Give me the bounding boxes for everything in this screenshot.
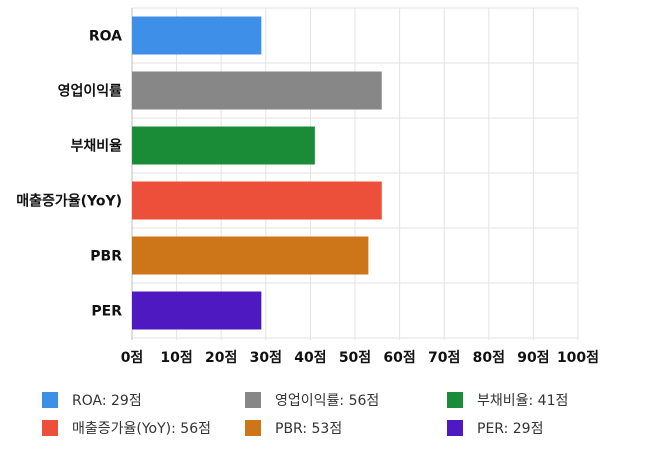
category-label: ROA — [89, 29, 122, 45]
category-label: PBR — [90, 249, 122, 265]
legend-item: PBR: 53점 — [245, 418, 342, 438]
x-tick-labels: 0점 10점 20점 30점 40점 50점 60점 70점 80점 90점 100점 — [121, 349, 599, 366]
bar — [132, 291, 262, 330]
legend-swatch — [42, 420, 58, 436]
category-label: 부채비율 — [70, 138, 122, 155]
x-tick-label: 10점 — [160, 349, 192, 366]
legend-label: 영업이익률: 56점 — [275, 393, 380, 409]
legend-label: 부채비율: 41점 — [477, 393, 569, 409]
bar — [132, 236, 369, 275]
legend-swatch — [447, 420, 463, 436]
legend-label: PBR: 53점 — [275, 421, 343, 437]
grid-lines — [131, 7, 579, 340]
legend-item: PER: 29점 — [447, 418, 543, 438]
legend-swatch — [447, 392, 463, 408]
category-label: 영업이익률 — [58, 83, 123, 100]
legend-item: 영업이익률: 56점 — [245, 390, 379, 410]
legend-swatch — [42, 392, 58, 408]
bar — [132, 181, 382, 220]
bar — [132, 126, 315, 165]
x-tick-label: 90점 — [517, 349, 549, 366]
x-tick-label: 70점 — [428, 349, 460, 366]
x-tick-label: 0점 — [121, 349, 144, 366]
x-tick-label: 20점 — [205, 349, 237, 366]
legend-label: 매출증가율(YoY): 56점 — [72, 421, 211, 437]
legend-item: ROA: 29점 — [42, 390, 142, 410]
x-tick-label: 50점 — [339, 349, 371, 366]
x-tick-label: 80점 — [473, 349, 505, 366]
bar — [132, 16, 262, 55]
x-tick-label: 30점 — [250, 349, 282, 366]
x-tick-label: 60점 — [383, 349, 415, 366]
legend-label: PER: 29점 — [477, 421, 544, 437]
legend-swatch — [245, 420, 261, 436]
bar — [132, 71, 382, 110]
legend-item: 매출증가율(YoY): 56점 — [42, 418, 211, 438]
x-tick-label: 100점 — [557, 349, 599, 366]
legend-item: 부채비율: 41점 — [447, 390, 568, 410]
bars — [132, 16, 382, 330]
category-label: PER — [91, 304, 122, 320]
legend-swatch — [245, 392, 261, 408]
legend-label: ROA: 29점 — [72, 393, 142, 409]
x-tick-label: 40점 — [294, 349, 326, 366]
category-label: 매출증가율(YoY) — [16, 193, 122, 210]
